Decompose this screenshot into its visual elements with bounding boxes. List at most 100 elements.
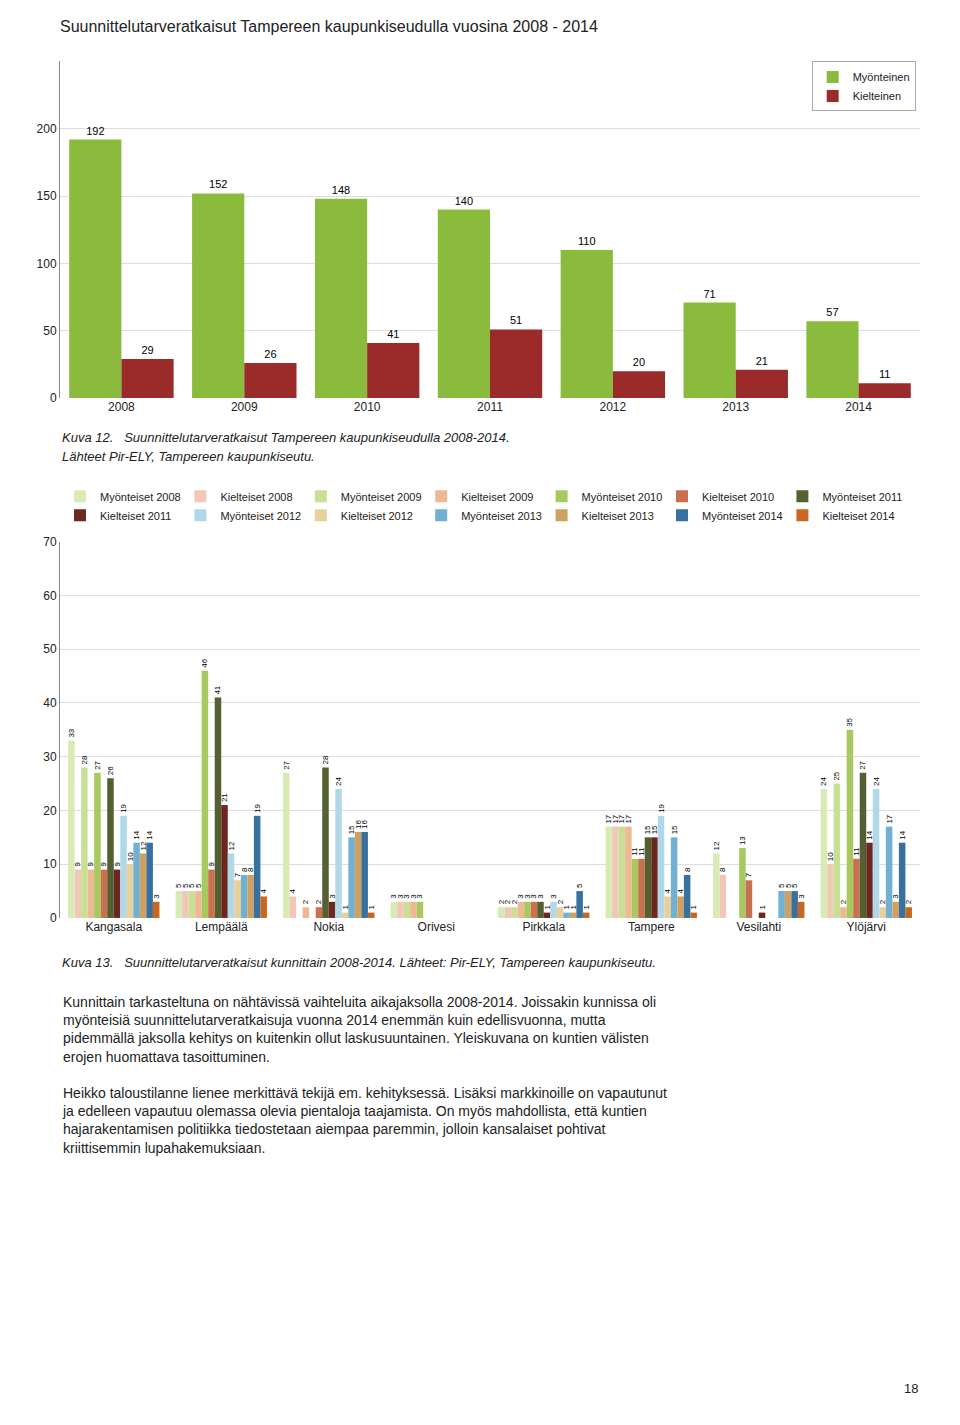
svg-text:5: 5 bbox=[194, 883, 203, 888]
svg-text:17: 17 bbox=[604, 814, 613, 823]
svg-text:20: 20 bbox=[43, 804, 57, 818]
svg-text:41: 41 bbox=[387, 328, 399, 340]
svg-text:7: 7 bbox=[744, 872, 753, 877]
svg-text:35: 35 bbox=[845, 717, 854, 726]
svg-text:Kangasala: Kangasala bbox=[85, 920, 142, 934]
svg-text:2008: 2008 bbox=[108, 400, 135, 414]
svg-text:150: 150 bbox=[37, 189, 57, 203]
svg-text:7: 7 bbox=[233, 872, 242, 877]
svg-text:Kielteiset 2010: Kielteiset 2010 bbox=[702, 491, 774, 503]
svg-text:Myönteiset 2011: Myönteiset 2011 bbox=[822, 491, 902, 503]
svg-text:24: 24 bbox=[334, 777, 343, 786]
svg-text:9: 9 bbox=[99, 862, 108, 867]
svg-text:2: 2 bbox=[556, 899, 565, 904]
svg-text:Kielteiset 2013: Kielteiset 2013 bbox=[582, 510, 654, 522]
svg-text:3: 3 bbox=[536, 894, 545, 899]
svg-text:51: 51 bbox=[510, 314, 522, 326]
svg-text:Myönteiset 2009: Myönteiset 2009 bbox=[341, 491, 422, 503]
svg-text:15: 15 bbox=[650, 825, 659, 834]
svg-text:3: 3 bbox=[516, 894, 525, 899]
svg-text:1: 1 bbox=[543, 905, 552, 910]
svg-text:17: 17 bbox=[885, 814, 894, 823]
svg-text:30: 30 bbox=[43, 750, 57, 764]
svg-text:2: 2 bbox=[878, 899, 887, 904]
svg-text:Suunnittelutarveratkaisut Tamp: Suunnittelutarveratkaisut Tampereen kaup… bbox=[60, 18, 598, 35]
svg-text:3: 3 bbox=[891, 894, 900, 899]
svg-text:25: 25 bbox=[832, 771, 841, 780]
svg-text:140: 140 bbox=[455, 195, 473, 207]
svg-text:14: 14 bbox=[145, 830, 154, 839]
svg-text:Myönteiset 2012: Myönteiset 2012 bbox=[220, 510, 301, 522]
svg-text:3: 3 bbox=[328, 894, 337, 899]
svg-text:18: 18 bbox=[904, 1381, 918, 1396]
svg-text:12: 12 bbox=[712, 841, 721, 850]
svg-text:4: 4 bbox=[288, 888, 297, 893]
svg-text:Kuva 12. Suunnittelutarverat: Kuva 12. Suunnittelutarveratkaisut Tampe… bbox=[62, 430, 510, 445]
svg-text:46: 46 bbox=[200, 658, 209, 667]
svg-text:20: 20 bbox=[633, 356, 645, 368]
svg-text:2: 2 bbox=[301, 899, 310, 904]
svg-text:192: 192 bbox=[86, 125, 104, 137]
svg-text:14: 14 bbox=[865, 830, 874, 839]
svg-text:5: 5 bbox=[174, 883, 183, 888]
svg-text:1: 1 bbox=[341, 905, 350, 910]
svg-text:15: 15 bbox=[347, 825, 356, 834]
svg-text:1: 1 bbox=[569, 905, 578, 910]
svg-text:Kuva 13. Suunnittelutarverat: Kuva 13. Suunnittelutarveratkaisut kunni… bbox=[62, 955, 656, 970]
svg-text:Myönteiset 2008: Myönteiset 2008 bbox=[100, 491, 181, 503]
svg-text:29: 29 bbox=[141, 344, 153, 356]
svg-text:9: 9 bbox=[86, 862, 95, 867]
svg-text:Lähteet Pir-ELY, Tampereen kau: Lähteet Pir-ELY, Tampereen kaupunkiseutu… bbox=[62, 449, 315, 464]
svg-text:33: 33 bbox=[67, 728, 76, 737]
svg-text:1: 1 bbox=[582, 905, 591, 910]
svg-text:28: 28 bbox=[80, 755, 89, 764]
svg-text:2009: 2009 bbox=[231, 400, 258, 414]
svg-text:3: 3 bbox=[409, 894, 418, 899]
svg-text:14: 14 bbox=[898, 830, 907, 839]
svg-text:200: 200 bbox=[37, 122, 57, 136]
svg-text:26: 26 bbox=[264, 348, 276, 360]
svg-text:8: 8 bbox=[718, 867, 727, 872]
svg-text:40: 40 bbox=[43, 696, 57, 710]
svg-text:2013: 2013 bbox=[722, 400, 749, 414]
svg-text:17: 17 bbox=[611, 814, 620, 823]
svg-text:110: 110 bbox=[578, 235, 596, 247]
svg-text:Ylöjärvi: Ylöjärvi bbox=[847, 920, 886, 934]
svg-text:12: 12 bbox=[227, 841, 236, 850]
svg-text:4: 4 bbox=[663, 888, 672, 893]
svg-text:2: 2 bbox=[904, 899, 913, 904]
svg-text:27: 27 bbox=[858, 760, 867, 769]
svg-text:2014: 2014 bbox=[845, 400, 872, 414]
svg-text:1: 1 bbox=[758, 905, 767, 910]
svg-text:Lempäälä: Lempäälä bbox=[195, 920, 248, 934]
svg-text:5: 5 bbox=[181, 883, 190, 888]
svg-text:Myönteiset 2010: Myönteiset 2010 bbox=[582, 491, 663, 503]
svg-text:2: 2 bbox=[314, 899, 323, 904]
svg-text:3: 3 bbox=[797, 894, 806, 899]
svg-text:3: 3 bbox=[529, 894, 538, 899]
svg-text:13: 13 bbox=[738, 836, 747, 845]
svg-text:19: 19 bbox=[119, 803, 128, 812]
svg-text:148: 148 bbox=[332, 184, 350, 196]
svg-text:0: 0 bbox=[50, 911, 57, 925]
svg-text:2011: 2011 bbox=[477, 400, 503, 414]
svg-text:28: 28 bbox=[321, 755, 330, 764]
svg-text:Kielteiset 2009: Kielteiset 2009 bbox=[461, 491, 533, 503]
svg-text:Kunnittain tarkasteltuna on nä: Kunnittain tarkasteltuna on nähtävissä v… bbox=[62, 994, 667, 1156]
svg-text:19: 19 bbox=[253, 803, 262, 812]
svg-text:50: 50 bbox=[43, 324, 57, 338]
svg-text:60: 60 bbox=[43, 589, 57, 603]
svg-text:5: 5 bbox=[784, 883, 793, 888]
svg-text:2012: 2012 bbox=[600, 400, 627, 414]
svg-text:5: 5 bbox=[790, 883, 799, 888]
svg-text:2010: 2010 bbox=[354, 400, 381, 414]
svg-text:27: 27 bbox=[93, 760, 102, 769]
svg-text:Kielteinen: Kielteinen bbox=[853, 90, 901, 102]
svg-text:12: 12 bbox=[139, 841, 148, 850]
svg-text:9: 9 bbox=[207, 862, 216, 867]
svg-text:Kielteiset 2014: Kielteiset 2014 bbox=[822, 510, 894, 522]
svg-text:16: 16 bbox=[360, 820, 369, 829]
svg-text:14: 14 bbox=[132, 830, 141, 839]
svg-text:Orivesi: Orivesi bbox=[418, 920, 455, 934]
svg-text:Kielteiset 2012: Kielteiset 2012 bbox=[341, 510, 413, 522]
